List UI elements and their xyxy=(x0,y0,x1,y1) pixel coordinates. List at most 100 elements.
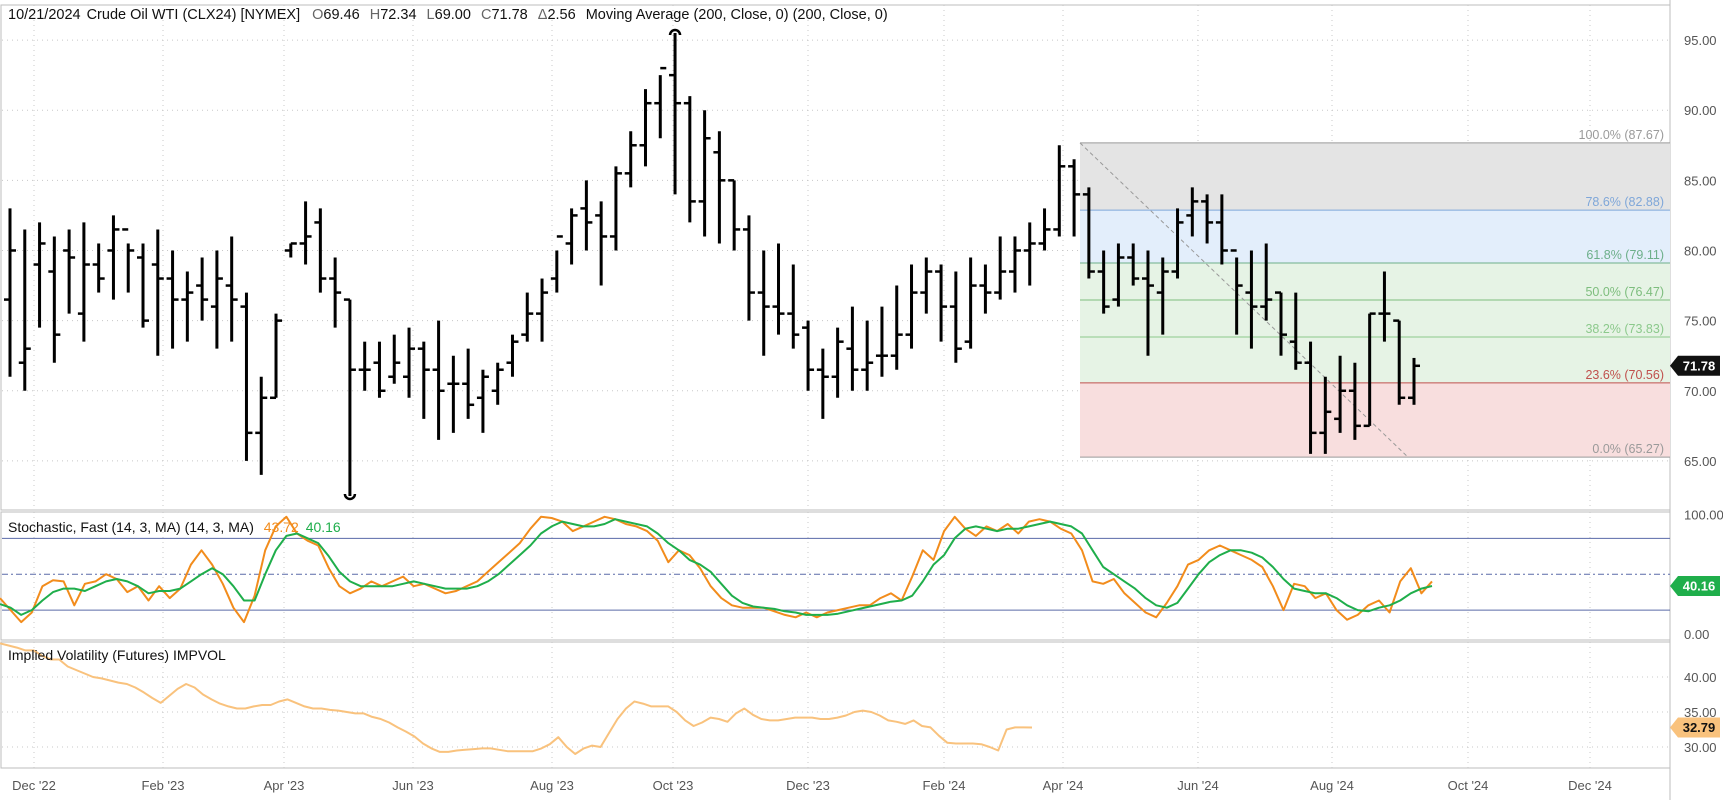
iv-legend: Implied Volatility (Futures) IMPVOL xyxy=(8,647,226,663)
stochastic-pane xyxy=(0,515,1670,624)
header-close-value: 71.78 xyxy=(491,7,527,23)
price-tick-label: 90.00 xyxy=(1684,103,1717,118)
ohlc-bar xyxy=(33,222,46,328)
ohlc-bar xyxy=(137,243,150,328)
price-badge: 71.78 xyxy=(1670,355,1720,376)
ohlc-bar xyxy=(654,66,667,139)
ohlc-bar xyxy=(536,278,549,342)
fib-zone xyxy=(1080,210,1670,263)
ohlc-bar xyxy=(949,271,962,363)
ohlc-bar xyxy=(521,292,534,342)
price-badge-bg xyxy=(1670,355,1720,376)
ohlc-bar xyxy=(875,306,888,377)
ohlc-bar xyxy=(1393,319,1406,405)
stochastic-d-value: 40.16 xyxy=(306,519,341,535)
ohlc-bar xyxy=(329,257,342,328)
ohlc-bar xyxy=(683,96,696,223)
ohlc-bar xyxy=(1008,236,1021,293)
price-tick-label: 75.00 xyxy=(1684,314,1717,329)
header-high-label: H xyxy=(370,7,380,23)
fib-level-label: 23.6% (70.56) xyxy=(1585,368,1664,382)
iv-title: Implied Volatility (Futures) IMPVOL xyxy=(8,647,226,663)
ohlc-bar xyxy=(920,257,933,314)
ohlc-bar xyxy=(506,334,519,377)
ohlc-bar xyxy=(890,285,903,370)
ohlc-bar xyxy=(1186,187,1199,237)
header-change-value: 2.56 xyxy=(547,7,575,23)
ohlc-bar xyxy=(609,166,622,251)
pane-frame xyxy=(0,641,1671,769)
ohlc-bar xyxy=(964,257,977,349)
ohlc-bar xyxy=(122,228,135,293)
price-tick-label: 95.00 xyxy=(1684,33,1717,48)
iv-line xyxy=(0,642,1033,755)
ohlc-bar xyxy=(1408,357,1420,405)
iv-badge: 32.79 xyxy=(1670,717,1720,738)
ohlc-bar xyxy=(772,243,785,335)
ohlc-bar xyxy=(63,229,76,314)
ohlc-bar xyxy=(432,320,445,440)
ohlc-bar xyxy=(1068,159,1081,237)
ohlc-bar xyxy=(92,243,105,293)
ohlc-bar xyxy=(565,208,578,265)
time-tick-label: Dec '24 xyxy=(1568,778,1612,793)
header-change-label: Δ xyxy=(538,7,548,23)
ohlc-bar xyxy=(77,222,90,342)
iv-tick-label: 30.00 xyxy=(1684,740,1717,755)
header-high-value: 72.34 xyxy=(380,7,416,23)
ohlc-bar xyxy=(196,257,209,321)
ohlc-bar xyxy=(580,180,593,251)
stochastic-legend: Stochastic, Fast (14, 3, MA) (14, 3, MA)… xyxy=(8,519,341,535)
ohlc-bar xyxy=(388,334,401,384)
ohlc-bar xyxy=(48,236,61,363)
ohlc-bar xyxy=(1038,208,1051,251)
fib-level-label: 50.0% (76.47) xyxy=(1585,285,1664,299)
header-low-value: 69.00 xyxy=(435,7,471,23)
ohlc-bar xyxy=(1053,145,1066,237)
fib-trend-line xyxy=(1079,142,1409,458)
ohlc-bar xyxy=(861,320,874,391)
price-badge-value: 71.78 xyxy=(1683,358,1716,373)
time-tick-label: Aug '23 xyxy=(530,778,574,793)
fib-zone xyxy=(1080,300,1670,338)
ohlc-bar xyxy=(4,208,16,377)
iv-tick-label: 35.00 xyxy=(1684,705,1717,720)
ohlc-bar xyxy=(1289,292,1302,370)
ohlc-bar xyxy=(447,355,460,433)
stochastic-tick-label: 0.00 xyxy=(1684,627,1709,642)
time-tick-label: Aug '24 xyxy=(1310,778,1354,793)
header-close-label: C xyxy=(481,7,491,23)
fib-level-label: 100.0% (87.67) xyxy=(1579,128,1664,142)
stochastic-d-badge-bg xyxy=(1670,575,1720,596)
ohlc-bar xyxy=(1334,355,1347,433)
time-tick-label: Jun '23 xyxy=(392,778,434,793)
iv-badge-bg xyxy=(1670,717,1720,738)
ohlc-bar xyxy=(1141,250,1154,356)
time-tick-label: Dec '23 xyxy=(786,778,830,793)
ohlc-bar xyxy=(831,327,844,398)
legend-header: 10/21/2024 Crude Oil WTI (CLX24) [NYMEX] … xyxy=(8,7,888,23)
ohlc-bar xyxy=(728,179,741,251)
axes: 95.00 90.00 85.00 80.00 75.00 70.00 65.00 Dec '… xyxy=(12,33,1723,793)
swing-high-marker xyxy=(668,28,682,36)
iv-badge-value: 32.79 xyxy=(1683,720,1716,735)
header-study: Moving Average (200, Close, 0) (200, Clo… xyxy=(586,7,888,23)
ohlc-bar xyxy=(994,236,1007,300)
fib-level-label: 38.2% (73.83) xyxy=(1585,322,1664,336)
implied-volatility-pane xyxy=(0,642,1033,755)
fib-level-label: 78.6% (82.88) xyxy=(1585,195,1664,209)
ohlc-bar xyxy=(403,327,416,398)
ohlc-bar xyxy=(1319,376,1332,454)
time-tick-label: Feb '24 xyxy=(923,778,966,793)
ohlc-bar xyxy=(299,201,312,265)
header-low-label: L xyxy=(427,7,435,23)
ohlc-bar xyxy=(1023,222,1036,286)
fib-level-label: 0.0% (65.27) xyxy=(1592,442,1664,456)
ohlc-bar xyxy=(166,250,179,349)
ohlc-bar xyxy=(713,131,726,244)
fibonacci-retracement[interactable]: 100.0% (87.67) 78.6% (82.88) 61.8% (79.11)… xyxy=(1079,128,1670,458)
stochastic-d-line xyxy=(0,518,1433,616)
ohlc-bar xyxy=(417,341,430,419)
